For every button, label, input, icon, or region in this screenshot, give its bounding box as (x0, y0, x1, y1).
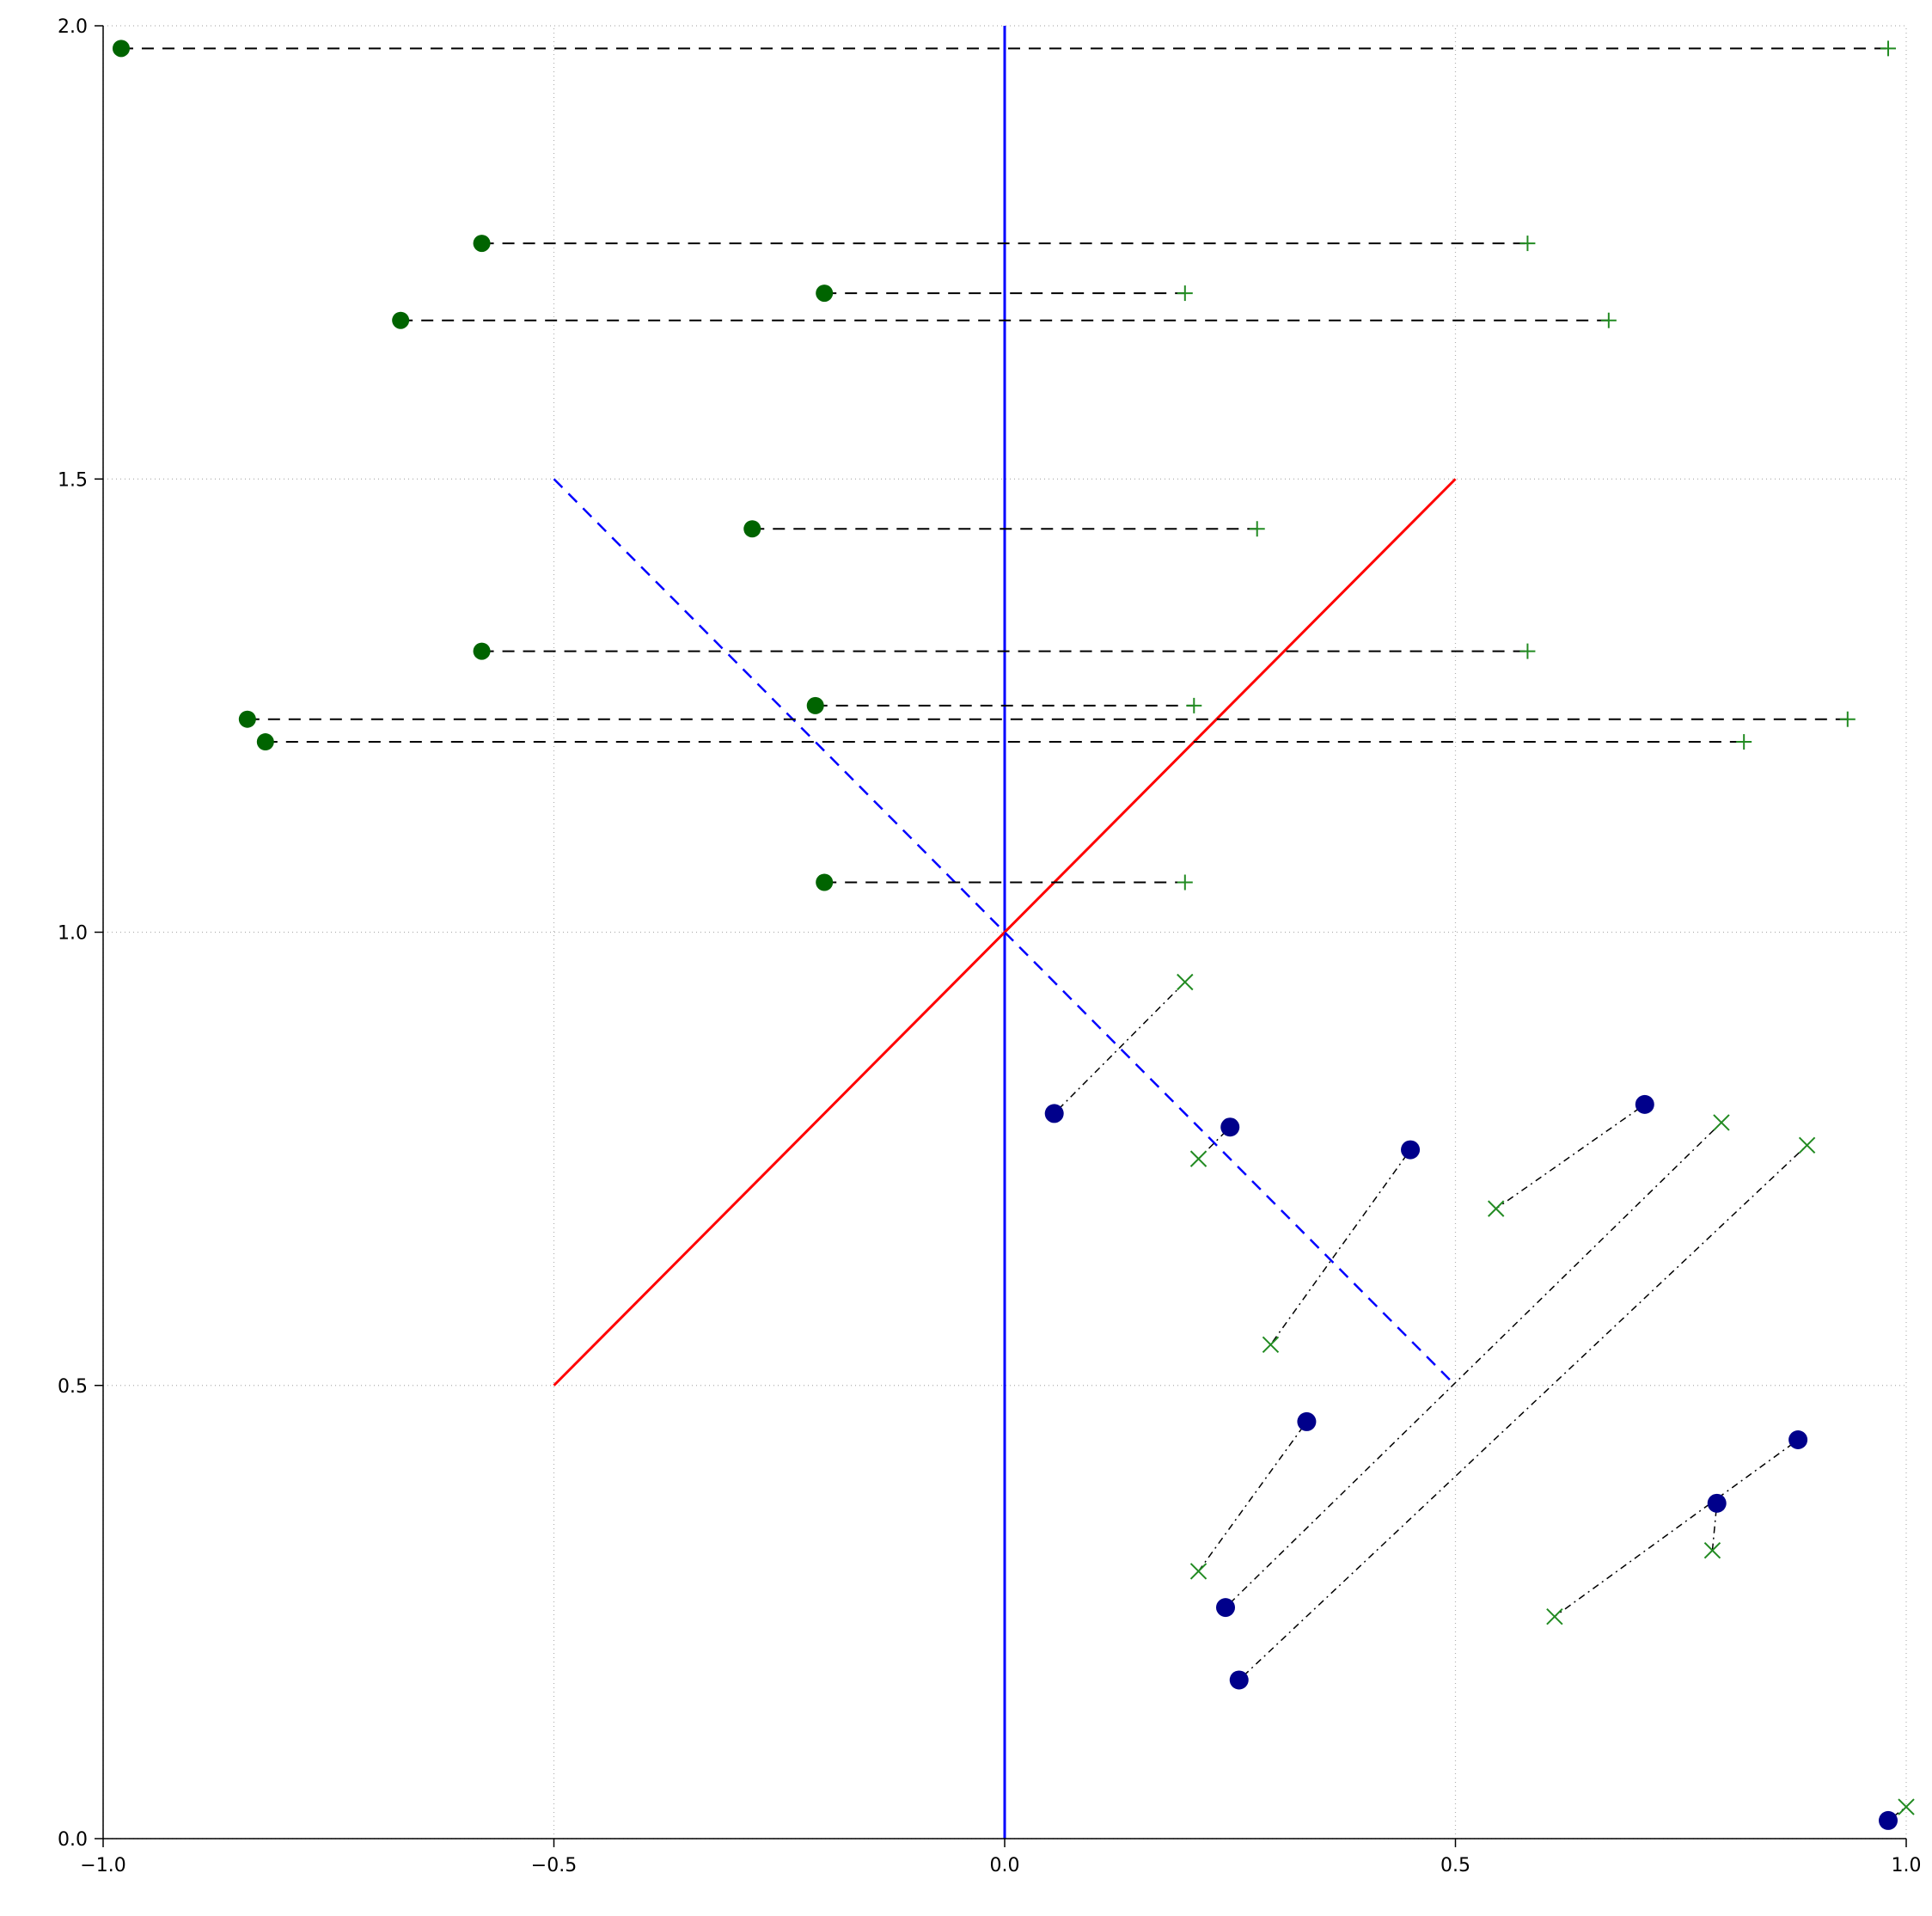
lower-point (1297, 1412, 1316, 1431)
lower-point (1230, 1670, 1249, 1689)
x-tick-label: 1.0 (1892, 1855, 1922, 1876)
y-tick-label: 1.0 (58, 923, 88, 945)
upper-point (807, 697, 824, 714)
x-tick-label: 0.5 (1440, 1855, 1470, 1876)
upper-point (816, 285, 833, 302)
upper-point (257, 733, 274, 750)
y-tick-label: 0.5 (58, 1376, 88, 1398)
x-tick-label: 0.0 (990, 1855, 1020, 1876)
x-tick-label: −1.0 (80, 1855, 125, 1876)
lower-point (1045, 1104, 1064, 1123)
lower-point (1635, 1095, 1654, 1114)
upper-point (474, 235, 491, 252)
lower-point (1401, 1141, 1420, 1160)
lower-point (1788, 1430, 1807, 1449)
upper-point (239, 711, 256, 728)
x-tick-label: −0.5 (531, 1855, 577, 1876)
y-tick-label: 2.0 (58, 16, 88, 38)
upper-point (743, 520, 761, 537)
upper-point (113, 40, 130, 57)
y-tick-label: 0.0 (58, 1829, 88, 1851)
lower-point (1220, 1117, 1239, 1136)
lower-point (1708, 1494, 1727, 1513)
chart-svg: −1.0 −0.5 0.0 0.5 1.0 0.0 0.5 1.0 1.5 2.0 (0, 0, 1932, 1916)
upper-point (816, 874, 833, 891)
chart-container: −1.0 −0.5 0.0 0.5 1.0 0.0 0.5 1.0 1.5 2.0 (0, 0, 1932, 1916)
upper-point (392, 312, 409, 329)
upper-point (474, 643, 491, 660)
lower-point (1216, 1598, 1235, 1617)
y-tick-label: 1.5 (58, 469, 88, 491)
lower-point (1879, 1811, 1898, 1830)
